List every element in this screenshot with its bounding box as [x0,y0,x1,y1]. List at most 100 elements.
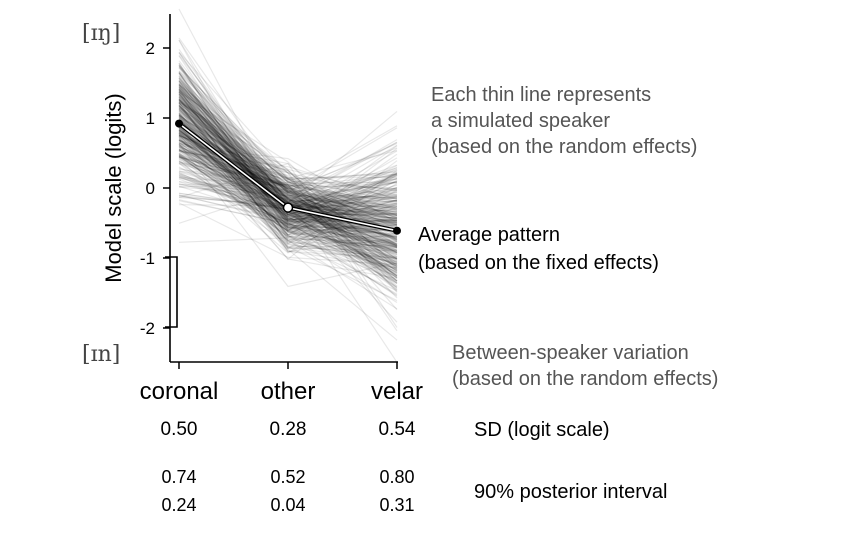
speaker-line [178,77,398,222]
speaker-line [178,128,398,265]
sd-label: SD (logit scale) [474,419,610,441]
speaker-line [178,178,398,221]
speaker-line [178,194,398,237]
speaker-line [178,180,398,246]
speaker-line [178,152,398,255]
speaker-line [178,119,398,250]
speaker-line [178,148,398,202]
speaker-line [178,142,398,223]
speaker-line [178,119,398,213]
speaker-line [178,144,398,341]
speaker-line [178,115,398,260]
speaker-line [178,67,398,192]
speaker-line [178,72,398,226]
speaker-line [178,107,398,260]
speaker-line [178,144,398,263]
speaker-line [178,138,398,272]
speaker-line [178,166,398,232]
speaker-line [178,75,398,215]
speaker-line [178,174,398,243]
y-tick-label: 1 [146,109,155,128]
speaker-line [178,107,398,246]
speaker-line [178,139,398,284]
speaker-line [178,96,398,282]
interval-lower-coronal: 0.24 [161,495,196,515]
speaker-line [178,143,398,276]
speaker-line [178,118,398,282]
speaker-line [178,104,398,238]
speaker-line [178,37,398,194]
average-annotation-line-1: Average pattern [418,224,560,246]
speaker-line [178,129,398,222]
speaker-line [178,141,398,248]
speaker-line [178,146,398,245]
sd-value-coronal: 0.50 [161,419,198,440]
y-tick-label: -2 [140,319,155,338]
speaker-line [178,96,398,215]
speaker-line [178,95,398,190]
y-tick-label: 0 [146,179,155,198]
speaker-line [178,39,398,242]
speaker-line [178,118,398,237]
speakers-annotation-line-2: a simulated speaker [431,110,610,132]
speaker-line [178,136,398,262]
average-point-other [282,202,294,213]
speaker-line [178,97,398,227]
sd-value-other: 0.28 [270,419,307,440]
speaker-line [178,84,398,242]
speaker-line [178,105,398,304]
speaker-line [178,100,398,268]
speaker-line [178,107,398,216]
speaker-line [178,174,398,248]
speaker-line [178,101,398,196]
speaker-line [178,113,398,252]
speaker-line [178,74,398,247]
speaker-line [178,150,398,216]
speaker-line [178,102,398,222]
speaker-line [178,134,398,247]
speaker-line [178,62,398,295]
interval-label: 90% posterior interval [474,481,667,503]
speaker-line [178,78,398,235]
speaker-line [178,162,398,246]
speaker-lines [178,8,398,363]
average-annotation-line-2: (based on the fixed effects) [418,252,659,274]
speaker-line [178,149,398,292]
speaker-line [178,162,398,184]
speaker-line [178,149,398,284]
speaker-line [178,70,398,202]
speaker-line [178,124,398,219]
speaker-line [178,109,398,217]
speaker-line [178,114,398,270]
speaker-line [178,118,398,265]
speaker-line [178,126,398,217]
y-tick-label: 2 [146,39,155,58]
speaker-line [178,153,398,277]
speaker-line [178,94,398,222]
speaker-line [178,156,398,273]
speaker-line [178,80,398,264]
speaker-line [178,173,398,221]
speaker-line [178,55,398,245]
speaker-line [178,103,398,282]
speaker-line [178,54,398,198]
speaker-line [178,105,398,273]
speakers-annotation-line-1: Each thin line represents [431,84,651,106]
speaker-line [178,127,398,228]
speaker-line [178,160,398,310]
speaker-line [178,65,398,216]
speaker-line [178,146,398,269]
speaker-line [178,89,398,272]
speaker-line [178,143,398,226]
speaker-line [178,87,398,211]
speaker-line [178,156,398,254]
speaker-line [178,139,398,230]
speaker-line [178,160,398,277]
speaker-line [178,157,398,221]
speaker-line [178,64,398,189]
speaker-line [178,99,398,241]
speaker-line [178,141,398,190]
speaker-line [178,90,398,276]
speaker-line [178,155,398,233]
speaker-line [178,91,398,250]
